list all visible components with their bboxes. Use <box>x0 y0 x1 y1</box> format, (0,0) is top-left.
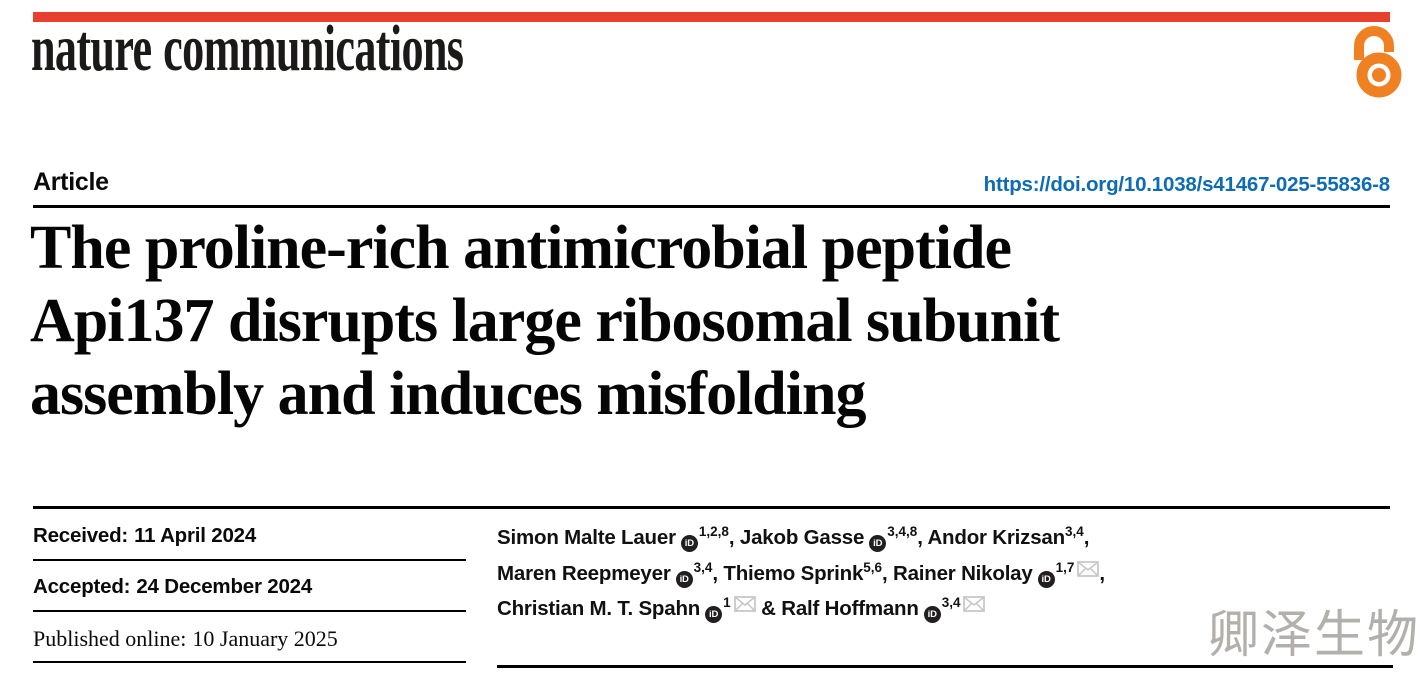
envelope-icon[interactable] <box>963 589 986 623</box>
published-date-row: Published online: 10 January 2025 <box>33 626 338 652</box>
byline-bottom-divider <box>497 665 1393 668</box>
article-title: The proline-rich antimicrobial peptide Ap… <box>30 212 1320 431</box>
article-type-label: Article <box>33 168 109 196</box>
affiliation-superscript: 5,6 <box>863 559 882 575</box>
affiliation-superscript: 3,4 <box>941 595 961 610</box>
accepted-label: Accepted: <box>33 575 131 598</box>
author-separator: & <box>755 597 782 620</box>
orcid-icon[interactable]: iD <box>1037 570 1055 588</box>
received-label: Received: <box>33 524 129 547</box>
author-separator: , <box>1083 526 1090 549</box>
orcid-icon[interactable]: iD <box>705 606 723 624</box>
author-separator: , <box>1099 561 1105 585</box>
title-line-3: assembly and induces misfolding <box>30 360 866 428</box>
title-line-1: The proline-rich antimicrobial peptide <box>30 214 1012 282</box>
orcid-icon[interactable]: iD <box>675 570 693 588</box>
author-name: Christian M. T. Spahn <box>497 597 701 620</box>
dates-top-divider <box>33 506 1390 509</box>
affiliation-superscript: 3,4 <box>693 559 713 575</box>
open-access-icon <box>1354 26 1402 98</box>
orcid-icon[interactable]: iD <box>869 535 887 553</box>
orcid-icon[interactable]: iD <box>680 535 698 553</box>
author-byline: Simon Malte Lauer iD1,2,8, Jakob Gasse iD3… <box>497 521 1407 628</box>
received-value: 11 April 2024 <box>134 524 257 547</box>
orcid-icon[interactable]: iD <box>923 606 941 624</box>
affiliation-superscript: 3,4 <box>1064 524 1084 539</box>
author-name: Rainer Nikolay <box>892 561 1033 585</box>
author-separator: , <box>881 561 893 585</box>
journal-logo: nature communications <box>31 12 464 85</box>
affiliation-superscript: 1,2,8 <box>698 524 729 539</box>
title-line-2: Api137 disrupts large ribosomal subunit <box>30 287 1060 355</box>
author-separator: , <box>728 526 740 549</box>
watermark: 卿泽生物 <box>1208 608 1420 664</box>
author-separator: , <box>917 526 928 549</box>
author-name: Ralf Hoffmann <box>781 597 919 620</box>
received-date-row: Received: 11 April 2024 <box>33 524 256 548</box>
dates-divider <box>33 610 466 612</box>
author-name: Jakob Gasse <box>739 526 865 549</box>
author-name: Maren Reepmeyer <box>497 561 671 585</box>
author-separator: , <box>712 561 724 585</box>
doi-link[interactable]: https://doi.org/10.1038/s41467-025-55836… <box>983 173 1391 196</box>
accepted-value: 24 December 2024 <box>136 575 313 598</box>
author-name: Thiemo Sprink <box>723 561 864 585</box>
accepted-date-row: Accepted: 24 December 2024 <box>33 575 312 599</box>
affiliation-superscript: 1,7 <box>1055 559 1075 575</box>
journal-brand-bar <box>33 12 1390 22</box>
envelope-icon[interactable] <box>733 589 756 623</box>
dates-divider <box>33 559 466 561</box>
affiliation-superscript: 3,4,8 <box>887 524 918 539</box>
author-name: Andor Krizsan <box>927 526 1065 549</box>
dates-divider <box>33 661 466 663</box>
published-label: Published online: <box>33 626 187 651</box>
published-value: 10 January 2025 <box>192 626 338 651</box>
affiliation-superscript: 1 <box>723 595 731 610</box>
envelope-icon[interactable] <box>1077 554 1100 588</box>
header-divider <box>33 205 1390 208</box>
author-name: Simon Malte Lauer <box>497 526 676 549</box>
